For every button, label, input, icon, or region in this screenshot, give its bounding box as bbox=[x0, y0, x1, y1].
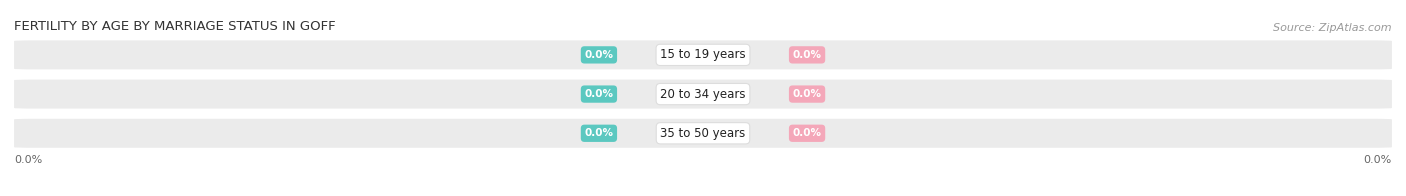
Text: FERTILITY BY AGE BY MARRIAGE STATUS IN GOFF: FERTILITY BY AGE BY MARRIAGE STATUS IN G… bbox=[14, 20, 336, 33]
Text: Source: ZipAtlas.com: Source: ZipAtlas.com bbox=[1274, 23, 1392, 33]
Text: 0.0%: 0.0% bbox=[793, 50, 821, 60]
Text: 0.0%: 0.0% bbox=[585, 89, 613, 99]
Legend: Married, Unmarried: Married, Unmarried bbox=[628, 193, 778, 196]
Text: 35 to 50 years: 35 to 50 years bbox=[661, 127, 745, 140]
Text: 0.0%: 0.0% bbox=[793, 128, 821, 138]
Text: 0.0%: 0.0% bbox=[793, 89, 821, 99]
FancyBboxPatch shape bbox=[14, 80, 1392, 109]
Text: 15 to 19 years: 15 to 19 years bbox=[661, 48, 745, 61]
Text: 0.0%: 0.0% bbox=[585, 128, 613, 138]
Text: 0.0%: 0.0% bbox=[1364, 155, 1392, 165]
Text: 0.0%: 0.0% bbox=[14, 155, 42, 165]
Text: 20 to 34 years: 20 to 34 years bbox=[661, 88, 745, 101]
Text: 0.0%: 0.0% bbox=[585, 50, 613, 60]
FancyBboxPatch shape bbox=[14, 40, 1392, 69]
FancyBboxPatch shape bbox=[14, 119, 1392, 148]
